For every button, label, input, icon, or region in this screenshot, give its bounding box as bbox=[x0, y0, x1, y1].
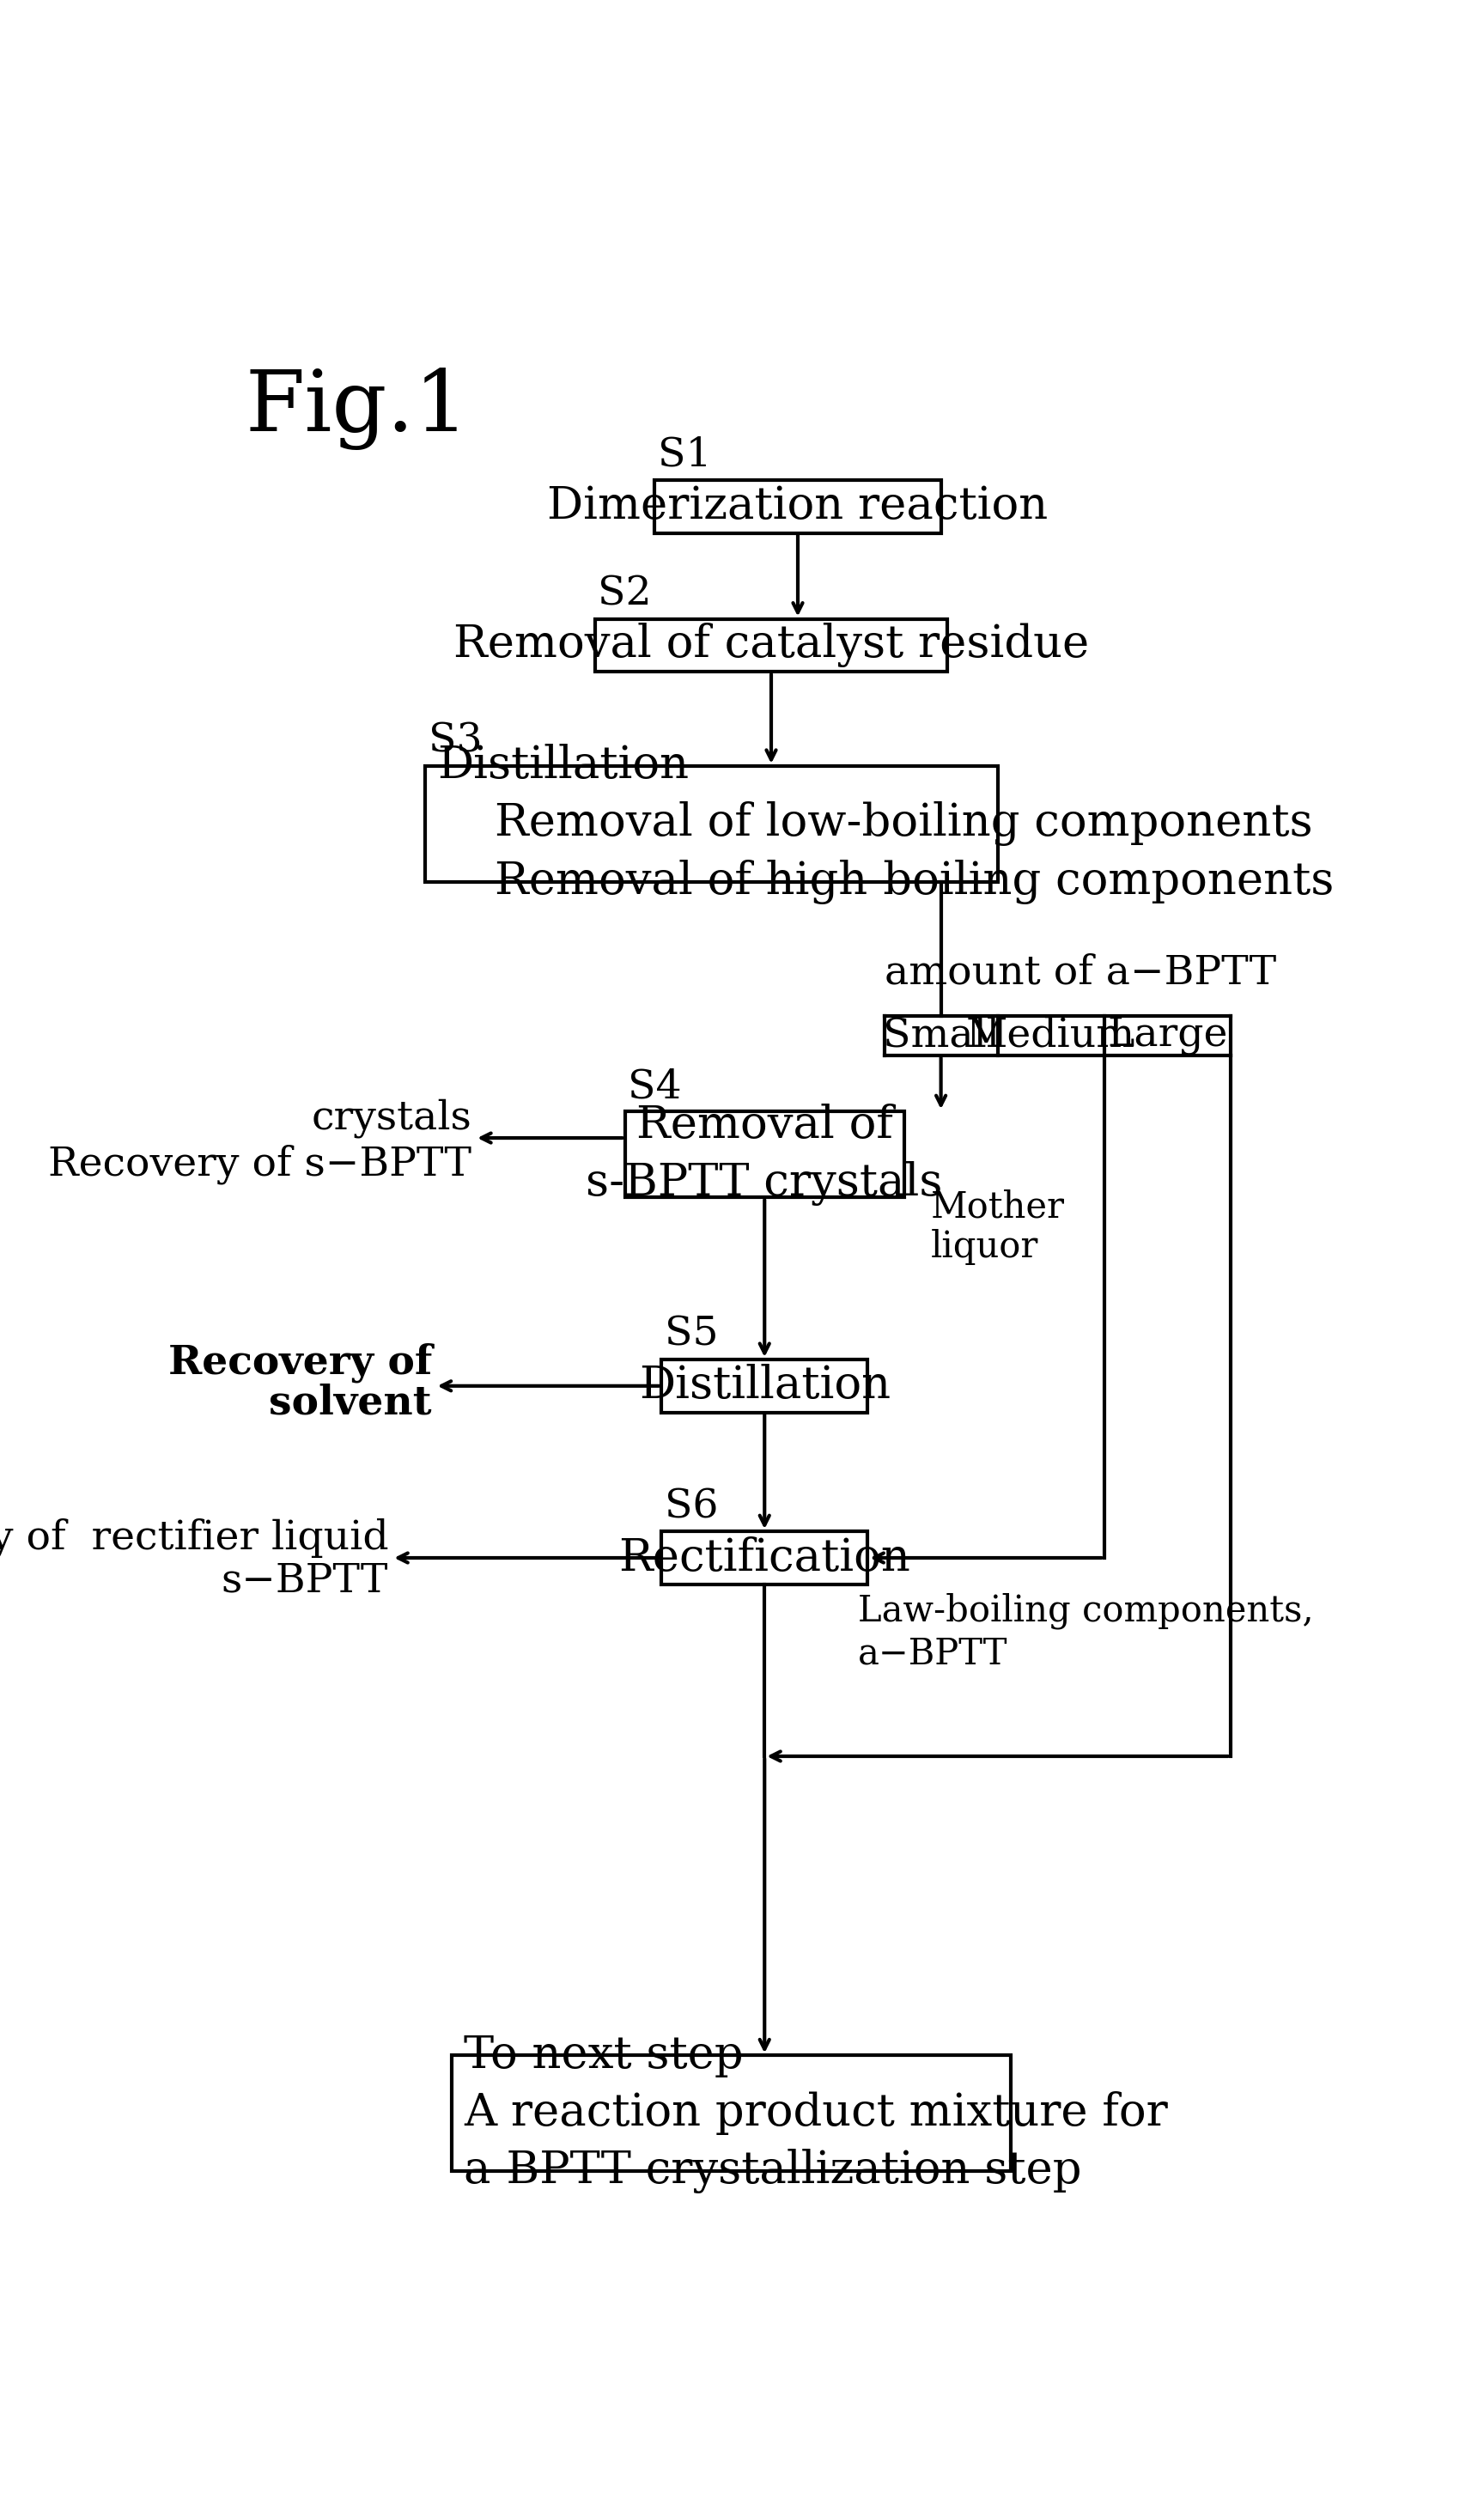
Text: solvent: solvent bbox=[269, 1382, 432, 1422]
Text: To next step
A reaction product mixture for
a-BPTT crystallization step: To next step A reaction product mixture … bbox=[463, 2035, 1168, 2193]
FancyBboxPatch shape bbox=[662, 1359, 868, 1412]
FancyBboxPatch shape bbox=[662, 1532, 868, 1585]
Text: crystals: crystals bbox=[312, 1098, 472, 1138]
FancyBboxPatch shape bbox=[625, 1110, 904, 1198]
Text: Recovery of: Recovery of bbox=[168, 1344, 432, 1382]
Text: Removal of catalyst residue: Removal of catalyst residue bbox=[453, 623, 1089, 668]
Text: Mother: Mother bbox=[930, 1188, 1066, 1226]
Text: Fig.1: Fig.1 bbox=[245, 367, 469, 450]
Text: S5: S5 bbox=[665, 1316, 718, 1354]
Text: Distillation: Distillation bbox=[638, 1364, 890, 1407]
Text: Recovery of  rectifier liquid: Recovery of rectifier liquid bbox=[0, 1517, 389, 1557]
Text: S3: S3 bbox=[429, 721, 482, 761]
Text: S4: S4 bbox=[628, 1068, 681, 1105]
Text: S6: S6 bbox=[665, 1487, 718, 1527]
Text: liquor: liquor bbox=[930, 1228, 1039, 1266]
Text: Small: Small bbox=[883, 1015, 999, 1055]
Text: Removal of
s-BPTT crystals: Removal of s-BPTT crystals bbox=[586, 1103, 942, 1206]
Text: Distillation
    Removal of low-boiling components
    Removal of high-boiling c: Distillation Removal of low-boiling comp… bbox=[438, 744, 1334, 904]
FancyBboxPatch shape bbox=[451, 2055, 1011, 2170]
Text: Medium: Medium bbox=[966, 1015, 1135, 1055]
Text: S2: S2 bbox=[598, 575, 651, 613]
Text: amount of a−BPTT: amount of a−BPTT bbox=[884, 955, 1276, 992]
FancyBboxPatch shape bbox=[595, 618, 948, 671]
Text: S1: S1 bbox=[657, 435, 712, 475]
Text: a−BPTT: a−BPTT bbox=[858, 1635, 1008, 1673]
Text: Large: Large bbox=[1107, 1015, 1227, 1055]
Text: s−BPTT: s−BPTT bbox=[221, 1562, 389, 1600]
Text: Rectification: Rectification bbox=[619, 1535, 911, 1580]
FancyBboxPatch shape bbox=[424, 766, 997, 882]
FancyBboxPatch shape bbox=[654, 480, 941, 533]
Text: Law-boiling components,: Law-boiling components, bbox=[858, 1593, 1313, 1628]
Text: Dimerization reaction: Dimerization reaction bbox=[548, 485, 1048, 528]
Text: Recovery of s−BPTT: Recovery of s−BPTT bbox=[49, 1145, 472, 1183]
